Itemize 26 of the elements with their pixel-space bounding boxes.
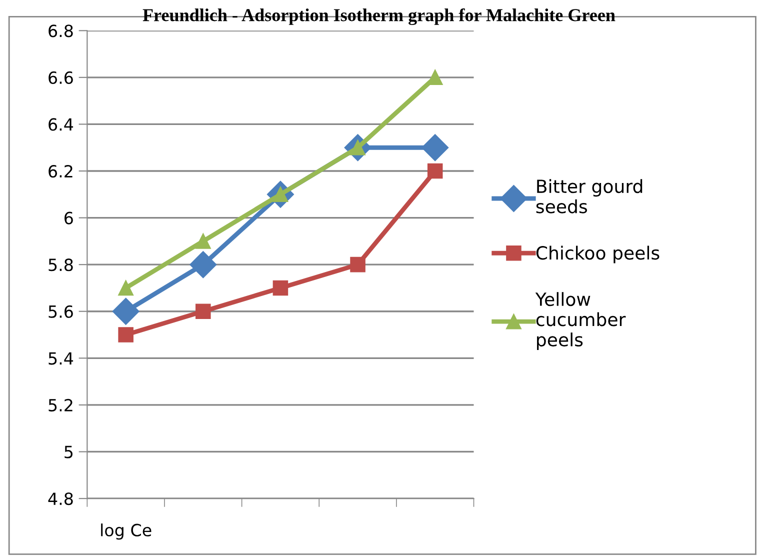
point xyxy=(196,234,211,249)
y-tick-label: 5.4 xyxy=(48,352,74,365)
point xyxy=(112,298,140,325)
point xyxy=(272,280,288,296)
y-tick-label: 6.2 xyxy=(48,164,72,178)
point xyxy=(118,280,134,296)
y-tick-label: 5 xyxy=(64,446,73,458)
y-tick-label: 5.6 xyxy=(48,305,73,318)
point xyxy=(196,304,211,319)
y-tick-label: 6.4 xyxy=(48,118,74,131)
point xyxy=(427,163,443,179)
point xyxy=(422,134,449,162)
y-tick-label: 6.6 xyxy=(48,71,73,84)
point xyxy=(190,251,217,278)
chart-title: Freundlich - Adsorption Isotherm graph for Malachite Green xyxy=(142,8,616,26)
y-tick-label: 5.2 xyxy=(48,398,72,412)
legend-label: Chickoo peels xyxy=(536,246,660,264)
x-tick-label: log Ce xyxy=(101,524,152,540)
legend-label: Bitter gourd seeds xyxy=(536,179,642,214)
y-tick-label: 6.8 xyxy=(48,24,73,38)
y-tick-label: 6 xyxy=(64,212,73,224)
y-tick-label: 4.8 xyxy=(48,492,73,506)
point xyxy=(350,256,366,272)
y-tick-label: 5.8 xyxy=(48,258,73,272)
point xyxy=(118,327,134,342)
legend-label: Yellow cucumber peels xyxy=(535,292,626,350)
